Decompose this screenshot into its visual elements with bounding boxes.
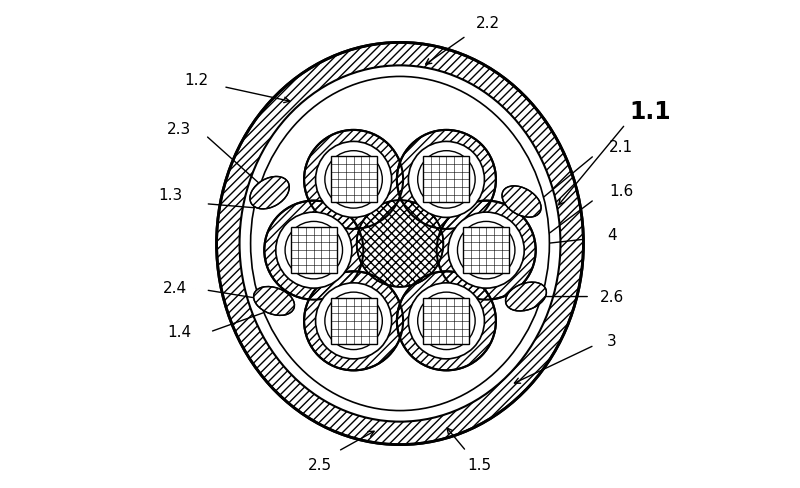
Text: 2.5: 2.5 [308,457,333,472]
Ellipse shape [502,186,541,218]
FancyBboxPatch shape [463,228,509,274]
Circle shape [325,292,382,350]
Circle shape [397,131,496,229]
Text: 1.6: 1.6 [609,183,633,199]
Circle shape [418,292,475,350]
Ellipse shape [250,177,290,209]
Text: 2.3: 2.3 [167,122,191,137]
Circle shape [276,213,352,288]
Circle shape [325,151,382,209]
Text: 1.4: 1.4 [167,325,191,340]
Text: 2.2: 2.2 [476,16,501,31]
Ellipse shape [250,77,550,411]
Text: 3: 3 [607,334,617,348]
Circle shape [397,272,496,370]
Circle shape [264,201,363,300]
Circle shape [315,283,392,359]
Text: 1.5: 1.5 [467,457,492,472]
Circle shape [285,222,342,279]
Circle shape [315,142,392,218]
Ellipse shape [254,287,294,316]
Text: 2.1: 2.1 [609,140,633,154]
Text: 2.6: 2.6 [600,289,624,305]
Circle shape [437,201,536,300]
FancyBboxPatch shape [291,228,337,274]
Ellipse shape [506,283,546,311]
Circle shape [448,213,524,288]
Text: 1.1: 1.1 [630,100,671,123]
Ellipse shape [239,66,561,422]
Text: 2.4: 2.4 [162,281,186,296]
Circle shape [418,151,475,209]
FancyBboxPatch shape [423,157,470,203]
Text: 4: 4 [607,228,617,243]
Circle shape [304,272,403,370]
Text: 1.2: 1.2 [185,73,209,88]
FancyBboxPatch shape [330,157,377,203]
Circle shape [458,222,515,279]
Circle shape [408,283,485,359]
FancyBboxPatch shape [423,298,470,344]
FancyBboxPatch shape [330,298,377,344]
Circle shape [357,201,443,287]
Circle shape [304,131,403,229]
Circle shape [408,142,485,218]
Ellipse shape [217,43,583,445]
Text: 1.3: 1.3 [158,188,182,203]
